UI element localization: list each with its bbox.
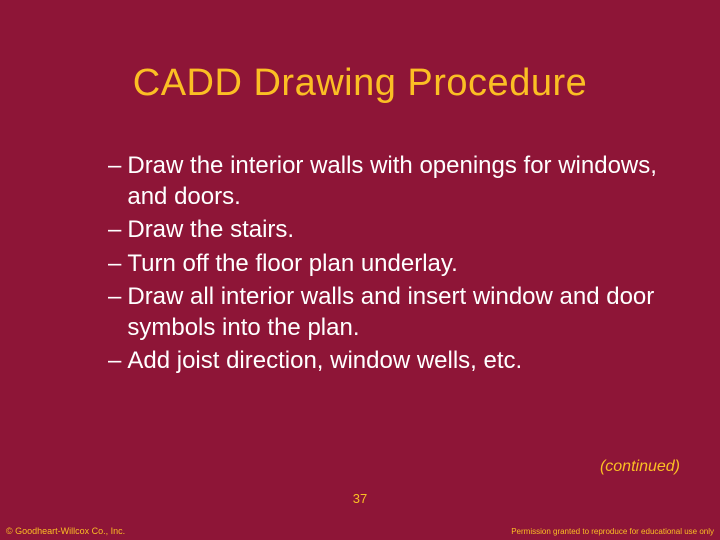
footer-bar: © Goodheart-Willcox Co., Inc. Permission… — [0, 518, 720, 540]
bullet-dash: – — [108, 248, 127, 279]
bullet-text: Add joist direction, window wells, etc. — [127, 345, 660, 376]
list-item: – Add joist direction, window wells, etc… — [108, 345, 660, 376]
bullet-dash: – — [108, 345, 127, 376]
slide-body: – Draw the interior walls with openings … — [108, 150, 660, 378]
list-item: – Draw the interior walls with openings … — [108, 150, 660, 212]
slide-title: CADD Drawing Procedure — [0, 62, 720, 105]
list-item: – Draw the stairs. — [108, 214, 660, 245]
continued-label: (continued) — [600, 458, 680, 476]
list-item: – Turn off the floor plan underlay. — [108, 248, 660, 279]
bullet-text: Draw the interior walls with openings fo… — [127, 150, 660, 212]
permission-text: Permission granted to reproduce for educ… — [511, 527, 714, 536]
bullet-dash: – — [108, 150, 127, 212]
bullet-text: Turn off the floor plan underlay. — [127, 248, 660, 279]
bullet-dash: – — [108, 281, 127, 343]
bullet-dash: – — [108, 214, 127, 245]
page-number: 37 — [0, 491, 720, 506]
bullet-text: Draw the stairs. — [127, 214, 660, 245]
list-item: – Draw all interior walls and insert win… — [108, 281, 660, 343]
copyright-text: © Goodheart-Willcox Co., Inc. — [6, 526, 125, 536]
slide: CADD Drawing Procedure – Draw the interi… — [0, 0, 720, 540]
bullet-text: Draw all interior walls and insert windo… — [127, 281, 660, 343]
